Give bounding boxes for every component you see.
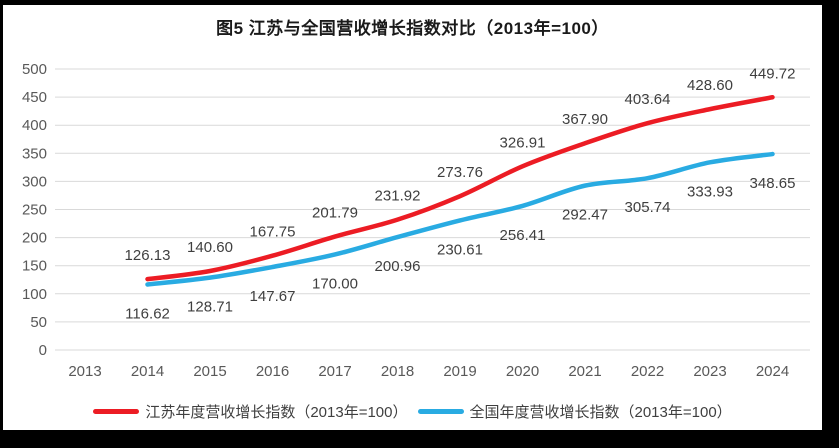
data-label: 256.41 [500, 227, 546, 244]
y-tick-label: 100 [22, 286, 47, 303]
x-tick-label: 2017 [318, 363, 351, 380]
x-tick-label: 2016 [256, 363, 289, 380]
y-tick-label: 500 [22, 61, 47, 78]
legend-item-national: 全国年度营收增长指数（2013年=100） [417, 401, 732, 422]
legend-label-jiangsu: 江苏年度营收增长指数（2013年=100） [145, 404, 408, 421]
chart-legend: 江苏年度营收增长指数（2013年=100） 全国年度营收增长指数（2013年=1… [3, 401, 822, 422]
x-tick-label: 2014 [131, 363, 164, 380]
x-tick-label: 2021 [568, 363, 601, 380]
x-tick-label: 2022 [631, 363, 664, 380]
data-label: 170.00 [312, 275, 358, 292]
data-label: 116.62 [125, 305, 170, 322]
data-label: 200.96 [375, 258, 421, 275]
data-label: 449.72 [750, 65, 796, 82]
data-label: 292.47 [562, 207, 608, 224]
data-label: 126.13 [125, 247, 171, 264]
data-label: 326.91 [500, 134, 546, 151]
y-tick-label: 200 [22, 230, 47, 247]
national-line-swatch [417, 409, 464, 414]
legend-label-national: 全国年度营收增长指数（2013年=100） [469, 404, 732, 421]
y-tick-label: 450 [22, 89, 47, 106]
y-tick-label: 400 [22, 117, 47, 134]
y-tick-label: 150 [22, 258, 47, 275]
data-label: 273.76 [437, 164, 483, 181]
x-tick-label: 2018 [381, 363, 414, 380]
data-label: 231.92 [375, 188, 421, 205]
x-tick-label: 2023 [693, 363, 726, 380]
data-label: 167.75 [250, 224, 296, 241]
x-tick-label: 2019 [443, 363, 476, 380]
y-tick-label: 350 [22, 145, 47, 162]
data-label: 428.60 [687, 77, 733, 94]
x-tick-label: 2024 [756, 363, 789, 380]
jiangsu-line-swatch [93, 409, 140, 414]
x-tick-label: 2015 [193, 363, 226, 380]
y-tick-label: 50 [30, 314, 47, 331]
data-label: 230.61 [437, 241, 483, 258]
chart-page: 图5 江苏与全国营收增长指数对比（2013年=100） 0 50 100 150 200… [3, 5, 822, 430]
data-label: 305.74 [625, 199, 671, 216]
series-line-0 [145, 95, 775, 282]
data-label: 140.60 [187, 239, 233, 256]
legend-item-jiangsu: 江苏年度营收增长指数（2013年=100） [93, 401, 408, 422]
y-tick-label: 300 [22, 173, 47, 190]
data-label: 333.93 [687, 183, 733, 200]
data-label: 403.64 [625, 91, 671, 108]
data-label: 128.71 [187, 299, 233, 316]
y-tick-label: 250 [22, 202, 47, 219]
series-line-1 [145, 151, 775, 287]
chart-title: 图5 江苏与全国营收增长指数对比（2013年=100） [216, 19, 609, 38]
x-tick-label: 2013 [68, 363, 101, 380]
y-tick-label: 0 [39, 342, 47, 359]
line-chart: 0 50 100 150 200 250 300 350 400 450 500 2013 2014 20… [22, 61, 810, 380]
data-label: 147.67 [250, 288, 296, 305]
x-tick-label: 2020 [506, 363, 539, 380]
data-label: 348.65 [750, 175, 796, 192]
data-label: 201.79 [312, 205, 358, 222]
data-label: 367.90 [562, 111, 608, 128]
